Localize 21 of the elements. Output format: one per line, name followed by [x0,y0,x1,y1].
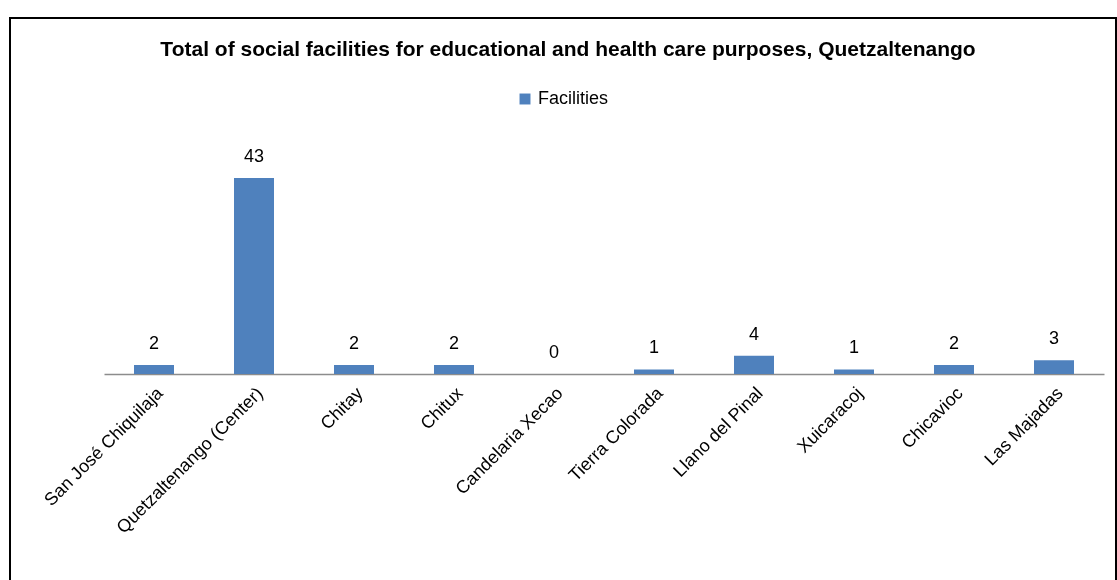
data-label: 0 [548,342,560,362]
data-label: 4 [748,323,760,344]
bar [634,369,674,374]
bar [334,364,374,374]
data-label: 3 [1048,328,1060,349]
bar [234,178,274,374]
data-label: 2 [348,332,360,353]
bar [434,364,474,374]
bar [134,364,174,374]
bar [834,369,874,374]
legend-label: Facilities [538,88,609,108]
bar [734,355,774,374]
bar [1034,360,1074,374]
data-label: 2 [448,332,460,353]
chart-title: Total of social facilities for educational and health care purposes, Quetzaltenango [160,37,976,60]
data-label: 2 [148,332,160,353]
data-label: 2 [948,332,960,353]
data-label: 1 [648,337,660,358]
data-label: 1 [848,337,860,358]
data-label: 43 [243,146,265,166]
bar [934,364,974,374]
